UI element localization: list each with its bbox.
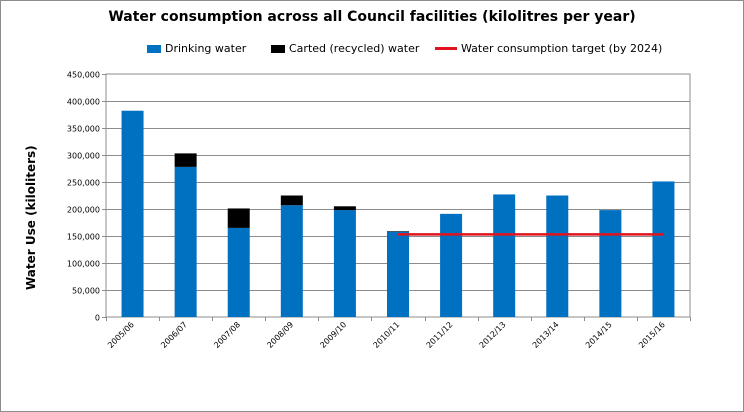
legend-item-carted-water: Carted (recycled) water bbox=[271, 42, 419, 55]
y-tick-label: 150,000 bbox=[67, 233, 100, 242]
y-tick-label: 50,000 bbox=[72, 287, 100, 296]
chart-legend: Drinking water Carted (recycled) water W… bbox=[0, 42, 744, 58]
y-tick-label: 400,000 bbox=[67, 98, 100, 107]
y-tick-label: 200,000 bbox=[67, 206, 100, 215]
y-tick-label: 350,000 bbox=[67, 125, 100, 134]
x-tick-label: 2009/10 bbox=[318, 320, 348, 350]
bar-drinking-water bbox=[493, 194, 516, 317]
bar-carted-water bbox=[280, 195, 303, 206]
y-tick-label: 250,000 bbox=[67, 179, 100, 188]
x-tick-label: 2006/07 bbox=[159, 320, 189, 350]
y-tick-label: 450,000 bbox=[67, 71, 100, 80]
legend-swatch-carted-water bbox=[271, 44, 285, 53]
bar-drinking-water bbox=[652, 181, 675, 317]
x-tick-label: 2007/08 bbox=[212, 320, 242, 350]
legend-label-carted-water: Carted (recycled) water bbox=[289, 42, 420, 55]
bar-drinking-water bbox=[227, 227, 250, 317]
bar-drinking-water bbox=[546, 195, 569, 317]
y-tick-label: 0 bbox=[95, 314, 100, 323]
legend-label-target: Water consumption target (by 2024) bbox=[461, 42, 663, 55]
x-tick-label: 2005/06 bbox=[106, 320, 136, 350]
bar-drinking-water bbox=[174, 166, 197, 317]
y-tick-label: 300,000 bbox=[67, 152, 100, 161]
y-tick-label: 100,000 bbox=[67, 260, 100, 269]
chart-title: Water consumption across all Council fac… bbox=[108, 9, 636, 25]
legend-swatch-drinking-water bbox=[147, 44, 161, 53]
bar-drinking-water bbox=[121, 110, 144, 317]
legend-swatch-target bbox=[435, 47, 457, 50]
bar-drinking-water bbox=[280, 205, 303, 317]
x-tick-label: 2011/12 bbox=[425, 320, 455, 350]
legend-item-drinking-water: Drinking water bbox=[147, 42, 246, 55]
x-tick-label: 2008/09 bbox=[265, 320, 295, 350]
legend-label-drinking-water: Drinking water bbox=[165, 42, 247, 55]
legend-item-target: Water consumption target (by 2024) bbox=[435, 42, 662, 55]
bar-drinking-water bbox=[440, 213, 463, 317]
x-tick-label: 2012/13 bbox=[478, 320, 508, 350]
x-tick-label: 2013/14 bbox=[531, 320, 561, 350]
bar-drinking-water bbox=[387, 231, 409, 317]
bar-carted-water bbox=[387, 231, 409, 232]
bar-drinking-water bbox=[333, 210, 356, 317]
x-tick-label: 2014/15 bbox=[584, 320, 614, 350]
bar-carted-water bbox=[227, 208, 250, 228]
bar-drinking-water bbox=[599, 210, 622, 317]
x-tick-label: 2010/11 bbox=[372, 320, 402, 350]
bar-carted-water bbox=[333, 206, 356, 211]
bar-carted-water bbox=[174, 153, 197, 167]
x-tick-label: 2015/16 bbox=[637, 320, 667, 350]
